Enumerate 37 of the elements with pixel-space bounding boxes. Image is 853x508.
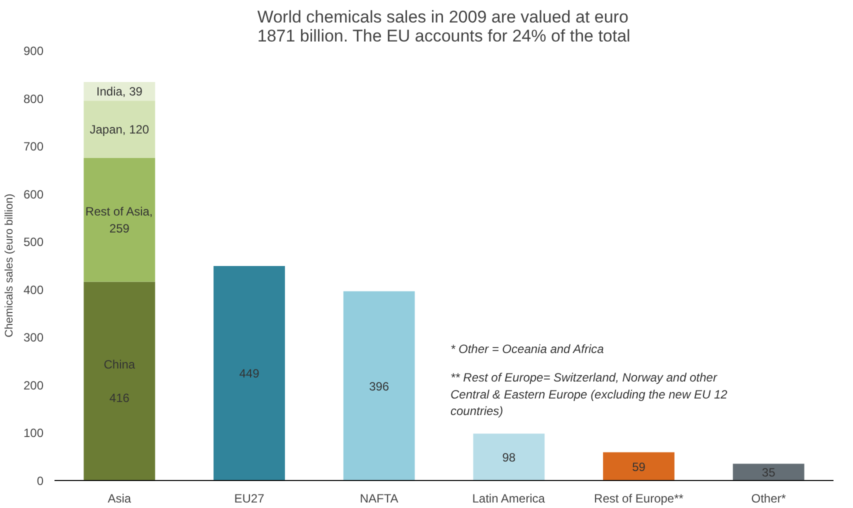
annotation: * Other = Oceania and Africa [450, 342, 604, 356]
y-axis-title: Chemicals sales (euro billion) [3, 194, 16, 338]
bar [343, 291, 415, 480]
bar [84, 100, 156, 158]
y-tick-label: 900 [23, 44, 44, 58]
x-tick-label: Rest of Europe** [594, 492, 684, 506]
y-tick-label: 100 [23, 426, 44, 440]
data-label: 35 [762, 466, 776, 480]
y-tick-label: 0 [36, 474, 44, 488]
y-tick-label: 500 [23, 235, 44, 250]
text: China 416 [104, 357, 136, 405]
x-tick-label: EU27 [234, 492, 265, 506]
bar [473, 434, 545, 480]
x-tick-label: Other* [751, 492, 786, 506]
data-label: 98 [502, 450, 516, 465]
data-label: 396 [369, 379, 390, 394]
y-tick-label: 200 [23, 378, 44, 392]
chart-title: World chemicals sales in 2009 are valued at euro 1871 billion. The EU accounts for 24% of the total [257, 8, 630, 46]
data-label: Japan, 120 [90, 122, 150, 136]
y-tick-label: 600 [23, 187, 44, 202]
y-tick-label: 800 [23, 92, 44, 106]
y-tick-label: 400 [23, 282, 44, 297]
x-tick-label: Asia [108, 492, 132, 506]
data-label: 449 [239, 366, 260, 381]
x-tick-label: NAFTA [360, 492, 398, 506]
bar [603, 452, 674, 480]
y-tick-label: 700 [23, 140, 44, 154]
bar [214, 266, 285, 480]
x-tick-label: Latin America [472, 492, 546, 506]
bar [732, 464, 804, 480]
bar [84, 158, 156, 282]
y-tick-label: 300 [23, 330, 44, 345]
data-label: India, 39 [96, 84, 143, 98]
data-label: Rest of Asia, 259 [85, 204, 153, 236]
data-label: 59 [632, 460, 646, 474]
bar [84, 282, 156, 480]
annotation: ** Rest of Europe= Switzerland, Norway and other Central & Eastern Europe (excluding the new EU 12 countries) [450, 370, 728, 418]
